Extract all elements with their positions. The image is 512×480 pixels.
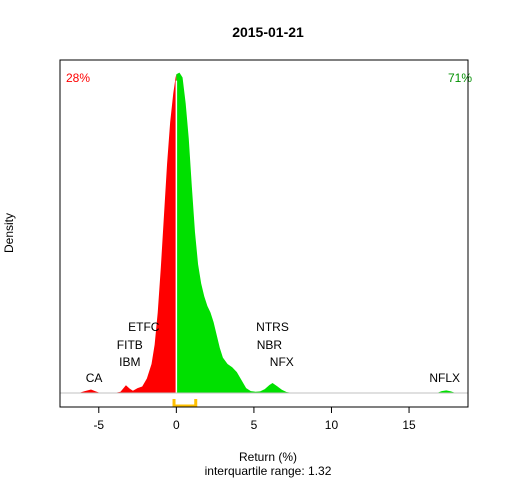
ticker-label-ibm: IBM (119, 355, 140, 369)
ticker-label-nfx: NFX (270, 355, 294, 369)
positive-density-area (176, 72, 456, 394)
x-tick-label: 15 (402, 418, 416, 432)
density-areas (60, 72, 468, 408)
x-axis: -5 0 5 10 15 (93, 407, 416, 432)
x-tick-label: 0 (173, 418, 180, 432)
ticker-label-etfc: ETFC (128, 320, 160, 334)
y-axis-label: Density (2, 213, 16, 253)
plot-frame (59, 59, 469, 408)
x-axis-label: Return (%) (239, 450, 297, 464)
x-tick-label: -5 (93, 418, 104, 432)
ticker-label-nflx: NFLX (429, 371, 460, 385)
chart-title: 2015-01-21 (232, 24, 304, 40)
x-tick-label: 10 (325, 418, 339, 432)
ticker-label-ca: CA (86, 371, 103, 385)
ticker-label-fitb: FITB (117, 338, 143, 352)
iqr-bracket (172, 399, 198, 408)
ticker-label-nbr: NBR (257, 338, 283, 352)
negative-share-label: 28% (66, 71, 90, 85)
ticker-annotations: CA IBM FITB ETFC NFX NBR NTRS NFLX (86, 320, 460, 385)
x-tick-label: 5 (251, 418, 258, 432)
positive-share-label: 71% (448, 71, 472, 85)
x-axis-subtitle: interquartile range: 1.32 (205, 464, 332, 478)
ticker-label-ntrs: NTRS (256, 320, 289, 334)
negative-density-area (78, 74, 177, 393)
